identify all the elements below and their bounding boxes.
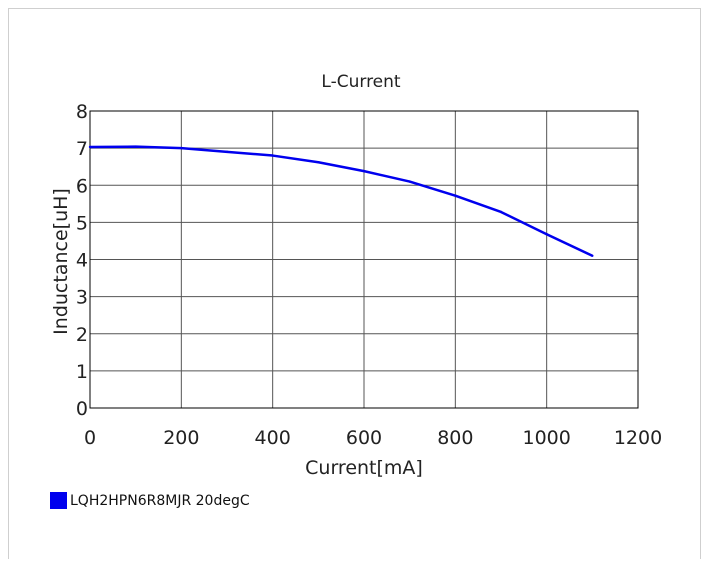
chart-title: L-Current — [321, 72, 400, 92]
x-tick-label: 600 — [346, 427, 382, 449]
x-tick-label: 1000 — [522, 427, 570, 449]
data-point — [317, 161, 320, 164]
data-point — [225, 150, 229, 154]
x-tick-label: 800 — [437, 427, 473, 449]
x-tick-label: 200 — [163, 427, 199, 449]
data-point — [454, 194, 457, 197]
legend-swatch — [50, 492, 67, 509]
y-axis-ticks: 0 1 2 3 4 5 6 7 8 — [76, 101, 88, 420]
y-tick-label: 6 — [76, 175, 88, 197]
x-tick-label: 1200 — [614, 427, 662, 449]
data-point — [591, 254, 594, 257]
data-point — [134, 145, 137, 148]
data-point — [180, 146, 183, 150]
legend: LQH2HPN6R8MJR 20degC — [50, 492, 250, 509]
y-tick-label: 4 — [76, 250, 88, 272]
y-tick-label: 7 — [76, 138, 88, 160]
y-tick-label: 3 — [76, 287, 88, 309]
data-point — [88, 145, 92, 149]
grid — [90, 111, 638, 408]
data-point — [499, 210, 503, 214]
x-axis-ticks: 0 200 400 600 800 1000 1200 — [84, 427, 662, 449]
y-axis-label: Inductance[uH] — [50, 188, 72, 335]
data-point — [362, 169, 366, 173]
data-point — [545, 233, 548, 236]
chart-frame — [8, 8, 701, 559]
y-tick-label: 0 — [76, 398, 88, 420]
x-axis-label: Current[mA] — [305, 457, 423, 479]
data-point — [408, 180, 411, 183]
plot-border — [89, 110, 639, 409]
y-tick-label: 8 — [76, 101, 88, 123]
legend-label: LQH2HPN6R8MJR 20degC — [70, 492, 250, 509]
x-tick-label: 400 — [255, 427, 291, 449]
y-tick-label: 5 — [76, 212, 88, 234]
x-tick-label: 0 — [84, 427, 96, 449]
series-group — [88, 145, 594, 257]
data-point — [271, 154, 274, 157]
y-tick-label: 1 — [76, 361, 88, 383]
series-line — [89, 145, 593, 257]
y-tick-label: 2 — [76, 324, 88, 346]
